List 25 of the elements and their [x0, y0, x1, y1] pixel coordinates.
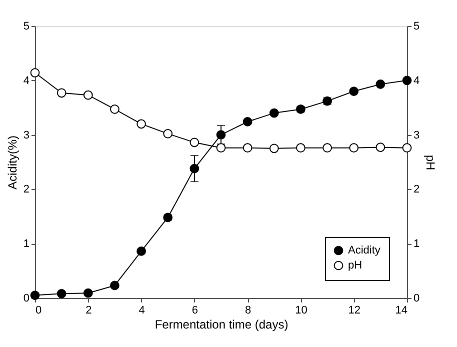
x-tick-label: 2: [86, 304, 92, 316]
y-tick-label: 3: [23, 129, 30, 142]
y2-axis-title: pH: [424, 154, 438, 170]
legend-label: pH: [348, 260, 362, 272]
x-tick-label: 0: [36, 304, 42, 316]
y-tick-label: 5: [23, 20, 30, 32]
x-tick-label: 6: [192, 304, 198, 316]
x-tick-label: 8: [245, 304, 252, 316]
y2-tick-label: 5: [414, 20, 420, 32]
y2-tick-label: 0: [414, 292, 420, 304]
x-tick-label: 14: [395, 304, 408, 316]
y2-tick-label: 3: [414, 129, 420, 142]
legend-label: Acidity: [348, 244, 381, 256]
y-tick-label: 2: [23, 184, 30, 196]
y-axis-title: Acidity(%): [5, 135, 20, 190]
y-tick-label: 4: [23, 74, 30, 87]
x-axis-title: Fermentation time (days): [154, 318, 288, 332]
y-tick-label: 1: [23, 238, 30, 250]
y-tick-label: 0: [23, 292, 30, 304]
x-tick-label: 12: [348, 304, 360, 316]
x-tick-label: 10: [295, 304, 308, 316]
y2-tick-label: 1: [414, 238, 420, 250]
y2-tick-label: 2: [414, 184, 420, 196]
x-tick-label: 4: [138, 304, 145, 316]
y2-tick-label: 4: [414, 74, 420, 87]
